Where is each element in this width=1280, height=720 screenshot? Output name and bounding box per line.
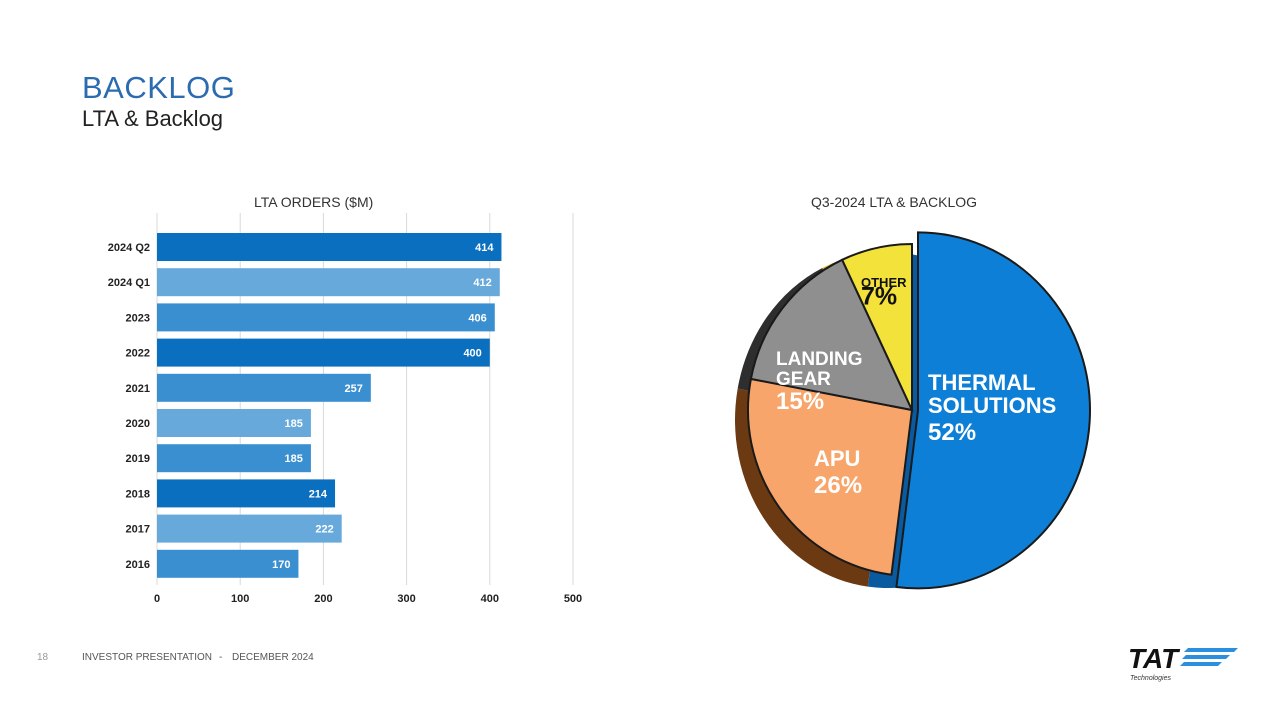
- data-label: 414: [475, 242, 494, 254]
- logo-tagline: Technologies: [1130, 675, 1171, 682]
- category-label: 2021: [126, 383, 150, 395]
- x-tick-label: 500: [564, 593, 582, 605]
- pie-slice-side: [737, 267, 887, 420]
- page-number: 18: [37, 652, 49, 663]
- slice-label: OTHER: [861, 275, 907, 290]
- data-label: 257: [344, 383, 362, 395]
- bar: [157, 338, 490, 367]
- tat-logo: TAT Technologies: [1128, 643, 1238, 682]
- slice-percent: 7%: [861, 283, 897, 311]
- pie-slice: [895, 231, 1091, 590]
- bar: [157, 268, 500, 297]
- slice-label: LANDING: [776, 349, 863, 370]
- slice-label: APU: [814, 446, 860, 471]
- pie-slice: [840, 242, 913, 411]
- slice-label: GEAR: [776, 369, 831, 390]
- pie-chart-title: Q3-2024 LTA & BACKLOG: [811, 194, 978, 210]
- x-tick-label: 200: [314, 593, 332, 605]
- bar: [157, 479, 336, 508]
- category-label: 2023: [126, 312, 150, 324]
- category-label: 2024 Q1: [108, 277, 150, 289]
- slice-percent: 52%: [928, 419, 976, 446]
- data-label: 170: [272, 559, 290, 571]
- slice-percent: 26%: [814, 472, 862, 499]
- x-tick-label: 300: [397, 593, 415, 605]
- data-label: 412: [473, 277, 491, 289]
- logo-text: TAT: [1128, 643, 1181, 674]
- x-tick-label: 400: [481, 593, 499, 605]
- data-label: 185: [285, 418, 303, 430]
- category-label: 2019: [126, 453, 150, 465]
- bar: [157, 514, 342, 543]
- slice-label: THERMAL: [928, 370, 1036, 395]
- bar: [157, 233, 502, 261]
- category-label: 2022: [126, 348, 150, 360]
- bar: [157, 549, 299, 578]
- x-tick-label: 100: [231, 593, 249, 605]
- bar: [157, 409, 311, 437]
- pie-slice: [747, 377, 914, 576]
- category-label: 2016: [126, 559, 150, 571]
- category-label: 2024 Q2: [108, 242, 150, 254]
- page-subtitle: LTA & Backlog: [82, 106, 224, 131]
- slice-label: SOLUTIONS: [928, 393, 1056, 418]
- category-label: 2017: [126, 524, 150, 536]
- footer-date: DECEMBER 2024: [232, 652, 314, 663]
- page-title: BACKLOG: [82, 70, 236, 105]
- category-label: 2020: [126, 418, 150, 430]
- footer-presentation: INVESTOR PRESENTATION: [82, 652, 213, 663]
- pie-slice-side: [735, 388, 887, 587]
- data-label: 222: [315, 524, 333, 536]
- bar-chart: 0 100 200 300 400 500 2024 Q2 414 2024 Q1 412 2023…: [108, 213, 582, 605]
- bar: [157, 373, 371, 402]
- bar-chart-title: LTA ORDERS ($M): [254, 194, 374, 210]
- bar: [157, 444, 311, 473]
- data-label: 406: [468, 312, 486, 324]
- x-tick-label: 0: [154, 593, 160, 605]
- data-label: 400: [463, 348, 481, 360]
- slice-percent: 15%: [776, 388, 824, 415]
- footer-separator: -: [219, 652, 223, 663]
- category-label: 2018: [126, 488, 150, 500]
- pie-slice-side: [822, 252, 887, 420]
- data-label: 214: [309, 488, 328, 500]
- bar: [157, 303, 495, 332]
- data-label: 185: [285, 453, 303, 465]
- pie-slice: [749, 258, 914, 412]
- pie-slice-side: [867, 252, 1039, 588]
